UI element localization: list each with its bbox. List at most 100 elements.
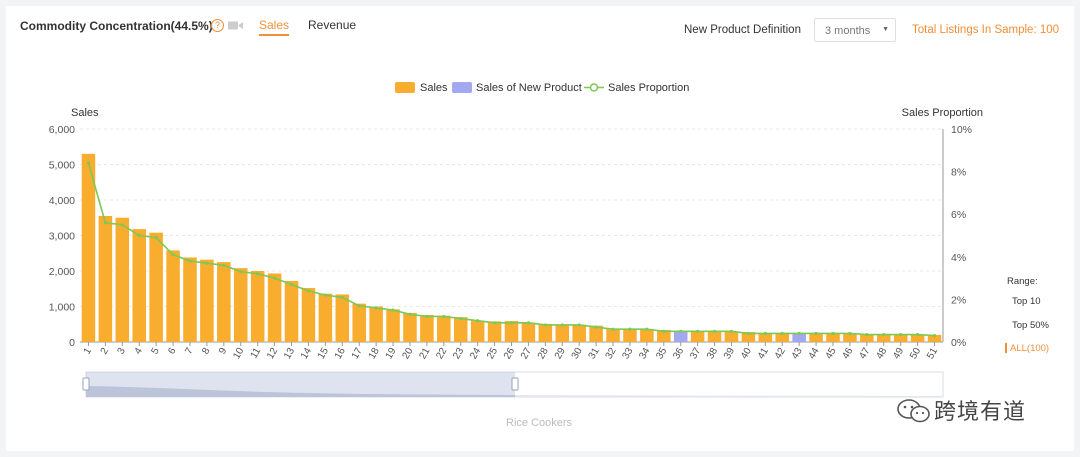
proportion-point (256, 272, 260, 276)
proportion-point (831, 331, 835, 336)
y2-tick-label: 4% (951, 252, 966, 264)
legend-new-product-label[interactable]: Sales of New Product (476, 82, 582, 94)
chevron-down-icon: ▼ (882, 26, 889, 33)
sales-bar (809, 333, 823, 342)
new-product-definition-select[interactable]: 3 months ▼ (814, 18, 896, 42)
zoom-slider-preview-rest (515, 395, 943, 397)
x-tick-label: 7 (183, 346, 196, 357)
x-tick-label: 25 (485, 346, 500, 362)
proportion-point (323, 293, 327, 297)
legend-proportion-marker[interactable] (589, 83, 599, 92)
x-tick-label: 48 (874, 346, 889, 362)
x-tick-label: 49 (891, 346, 906, 362)
bars (81, 153, 942, 342)
x-tick-label: 19 (384, 346, 399, 362)
proportion-point (543, 323, 547, 327)
proportion-point (526, 321, 531, 325)
x-axis-title: Rice Cookers (506, 417, 573, 429)
sales-bar (623, 329, 637, 342)
x-tick-label: 18 (367, 346, 382, 362)
zoom-slider[interactable] (82, 371, 944, 398)
y2-tick-label: 8% (951, 167, 966, 179)
proportion-point (746, 331, 751, 336)
video-icon[interactable] (228, 21, 243, 30)
legend-sales-label[interactable]: Sales (420, 82, 448, 94)
total-listings: Total Listings In Sample: 100 (912, 24, 1060, 36)
x-tick-label: 11 (249, 346, 264, 361)
x-tick-label: 3 (116, 346, 129, 357)
help-icon[interactable]: ? (211, 19, 224, 32)
y2-tick-label: 2% (951, 294, 966, 306)
x-tick-label: 35 (654, 346, 669, 362)
x-tick-label: 6 (166, 346, 179, 357)
chart-card: Commodity Concentration(44.5%) ? Sales R… (6, 6, 1074, 451)
sales-bar (233, 268, 248, 342)
x-tick-label: 39 (722, 346, 737, 362)
y-tick-label: 6,000 (49, 124, 75, 136)
proportion-point (289, 282, 294, 287)
legend-proportion-label[interactable]: Sales Proportion (608, 82, 689, 94)
sales-bar (572, 324, 586, 342)
x-tick-label: 40 (739, 346, 754, 362)
sales-bar (250, 271, 265, 342)
proportion-point (120, 223, 124, 227)
x-tick-label: 2 (99, 346, 112, 357)
proportion-point (357, 304, 361, 308)
x-tick-label: 15 (316, 346, 331, 362)
zoom-slider-handle-right[interactable] (511, 377, 519, 391)
range-option-top-10[interactable]: Top 10 (1012, 296, 1041, 307)
tab-sales[interactable]: Sales (259, 18, 290, 36)
proportion-point (916, 332, 920, 337)
sales-bar (217, 262, 231, 342)
wechat-icon (897, 399, 930, 423)
sales-bar (741, 332, 756, 342)
range-option-top-50[interactable]: Top 50% (1012, 320, 1049, 331)
x-tick-label: 42 (773, 346, 788, 362)
sales-bar (318, 293, 333, 342)
legend-sales-swatch[interactable] (395, 82, 415, 93)
proportion-point (188, 259, 192, 263)
sales-bar (826, 333, 840, 342)
proportion-point (272, 276, 277, 280)
x-tick-label: 47 (857, 346, 872, 362)
x-tick-label: 9 (217, 346, 230, 357)
x-tick-label: 26 (502, 346, 517, 362)
x-tick-label: 1 (82, 346, 95, 357)
y2-axis-ticks: 0% 2% 4% 6% 8% 10% (951, 124, 972, 349)
y-tick-label: 5,000 (49, 160, 75, 172)
range-option-all[interactable]: ALL(100) (1005, 343, 1049, 354)
zoom-slider-handle-left[interactable] (82, 377, 90, 391)
chart-legend[interactable]: Sales Sales of New Product Sales Proport… (395, 82, 689, 94)
tab-revenue[interactable]: Revenue (308, 18, 357, 32)
legend-new-product-swatch[interactable] (452, 82, 472, 93)
x-tick-label: 43 (790, 346, 805, 362)
sales-bar (115, 217, 130, 342)
sales-bar (166, 250, 180, 342)
y2-tick-label: 0% (951, 337, 966, 349)
y-tick-label: 2,000 (49, 266, 75, 278)
sales-bar (420, 315, 434, 342)
sales-bar (98, 215, 113, 342)
sales-bar (910, 334, 925, 342)
y2-tick-label: 6% (951, 209, 966, 221)
sales-bar (893, 334, 908, 342)
sales-bar (453, 317, 468, 342)
x-tick-label: 17 (350, 346, 365, 362)
x-tick-label: 33 (620, 346, 635, 362)
proportion-point (696, 329, 700, 333)
x-tick-label: 44 (807, 346, 822, 362)
proportion-point (239, 270, 243, 274)
x-tick-label: 29 (553, 346, 568, 362)
proportion-point (222, 263, 226, 267)
zoom-slider-selection[interactable] (86, 372, 515, 397)
x-tick-label: 36 (671, 346, 686, 362)
new-product-bar (792, 332, 806, 342)
x-tick-label: 30 (570, 346, 585, 362)
x-tick-label: 34 (637, 346, 652, 362)
y-tick-label: 3,000 (49, 231, 75, 243)
sales-bar (183, 257, 197, 342)
proportion-point (797, 331, 801, 336)
proportion-point (712, 329, 717, 333)
proportion-point (442, 314, 446, 319)
sales-bar (386, 309, 400, 342)
